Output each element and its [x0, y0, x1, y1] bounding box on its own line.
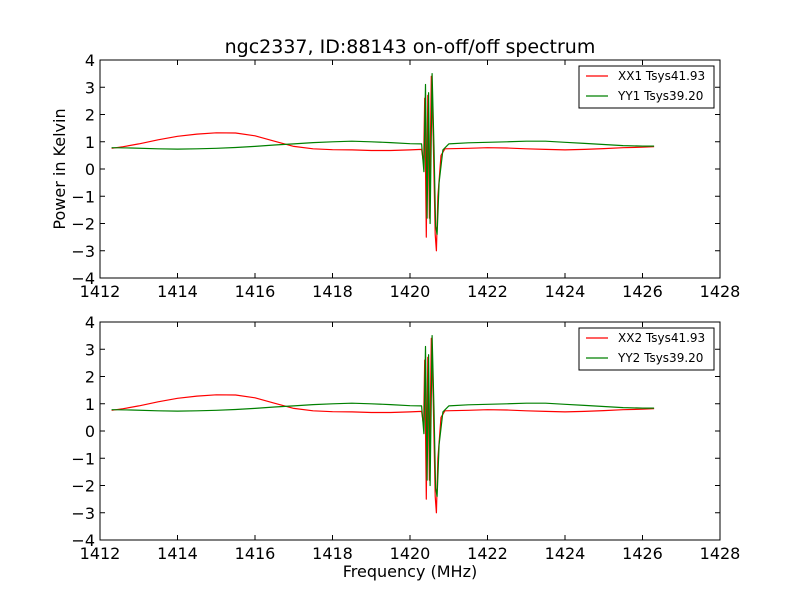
- legend-entry: YY1 Tsys39.20: [617, 89, 703, 103]
- x-tick-label: 1426: [622, 544, 663, 563]
- x-tick-label: 1412: [80, 282, 121, 301]
- x-tick-label: 1416: [235, 544, 276, 563]
- x-tick-label: 1424: [545, 282, 586, 301]
- y-tick-label: 1: [85, 395, 95, 414]
- y-tick-label: −2: [71, 215, 95, 234]
- legend-entry: XX2 Tsys41.93: [618, 331, 705, 345]
- x-tick-label: 1420: [390, 544, 431, 563]
- y-tick-label: 3: [85, 78, 95, 97]
- x-tick-label: 1426: [622, 282, 663, 301]
- y-tick-label: −3: [71, 504, 95, 523]
- legend-box: [578, 65, 715, 109]
- y-tick-label: 0: [85, 160, 95, 179]
- chart-title: ngc2337, ID:88143 on-off/off spectrum: [225, 36, 596, 58]
- y-tick-label: 2: [85, 106, 95, 125]
- y-tick-label: 1: [85, 133, 95, 152]
- y-axis-label: Power in Kelvin: [50, 108, 69, 229]
- x-tick-label: 1418: [312, 544, 353, 563]
- series-line-bottom-1: [111, 335, 655, 497]
- x-tick-label: 1412: [80, 544, 121, 563]
- y-tick-label: 2: [85, 368, 95, 387]
- y-tick-label: −3: [71, 242, 95, 261]
- series-line-top-1: [111, 72, 655, 235]
- legend-bottom: XX2 Tsys41.93 YY2 Tsys39.20: [578, 327, 715, 371]
- y-tick-label: 4: [85, 51, 95, 70]
- legend-box: [578, 327, 715, 371]
- y-tick-label: −2: [71, 477, 95, 496]
- y-tick-label: 0: [85, 422, 95, 441]
- x-axis-label: Frequency (MHz): [343, 562, 477, 581]
- x-tick-label: 1428: [700, 282, 741, 301]
- y-tick-label: −4: [71, 531, 95, 550]
- y-tick-label: 4: [85, 313, 95, 332]
- legend-entry: XX1 Tsys41.93: [618, 69, 705, 83]
- x-tick-label: 1414: [157, 544, 198, 563]
- y-tick-label: −4: [71, 269, 95, 288]
- x-tick-label: 1428: [700, 544, 741, 563]
- x-tick-label: 1422: [467, 282, 508, 301]
- x-tick-label: 1414: [157, 282, 198, 301]
- x-tick-label: 1418: [312, 282, 353, 301]
- legend-top: XX1 Tsys41.93 YY1 Tsys39.20: [578, 65, 715, 109]
- x-tick-label: 1422: [467, 544, 508, 563]
- series-line-bottom-0: [111, 337, 655, 514]
- y-tick-label: −1: [71, 449, 95, 468]
- y-tick-label: −1: [71, 187, 95, 206]
- y-tick-label: 3: [85, 340, 95, 359]
- x-tick-label: 1420: [390, 282, 431, 301]
- x-tick-label: 1424: [545, 544, 586, 563]
- panel-top: 1412 1414 1416 1418 1420 1422 1424 1426 1428−4−3…: [71, 51, 740, 301]
- x-tick-label: 1416: [235, 282, 276, 301]
- panel-bottom: 1412 1414 1416 1418 1420 1422 1424 1426 1428−4−3…: [71, 313, 740, 563]
- series-line-top-0: [111, 75, 655, 252]
- legend-entry: YY2 Tsys39.20: [617, 351, 703, 365]
